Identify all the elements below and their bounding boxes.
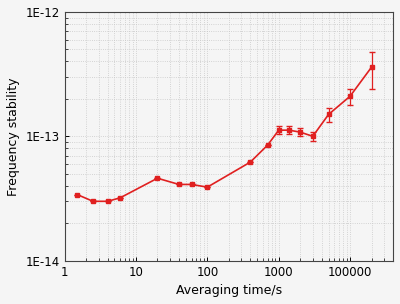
X-axis label: Averaging time/s: Averaging time/s: [176, 284, 282, 297]
Y-axis label: Frequency stability: Frequency stability: [7, 77, 20, 195]
